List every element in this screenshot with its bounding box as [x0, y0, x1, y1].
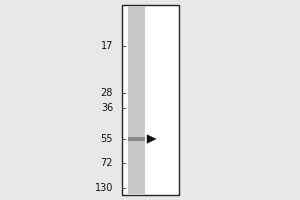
- Bar: [128, 6, 145, 194]
- Text: 28: 28: [101, 88, 113, 98]
- Bar: [128, 137, 145, 141]
- Text: 36: 36: [101, 103, 113, 113]
- Text: 55: 55: [100, 134, 113, 144]
- Text: 130: 130: [95, 183, 113, 193]
- Text: 17: 17: [101, 41, 113, 51]
- Text: 72: 72: [100, 158, 113, 168]
- Polygon shape: [147, 135, 156, 143]
- Bar: [122, 5, 178, 195]
